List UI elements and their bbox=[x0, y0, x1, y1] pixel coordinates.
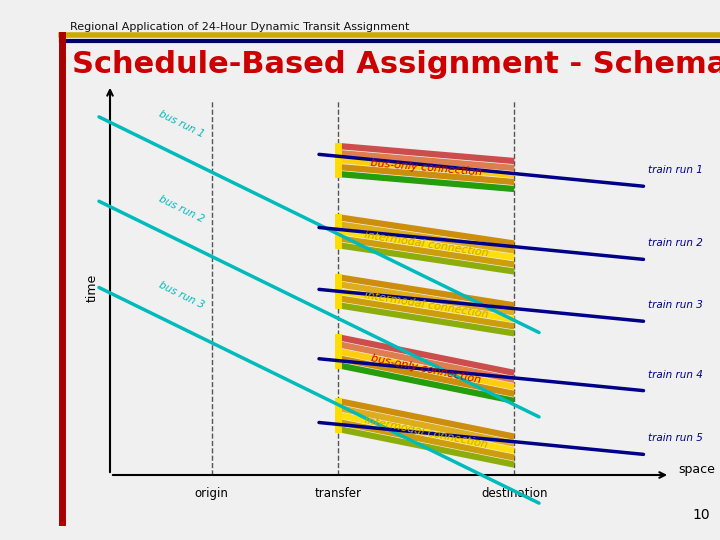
Text: space: space bbox=[678, 463, 715, 476]
Text: bus-only connection: bus-only connection bbox=[370, 158, 482, 177]
Text: train run 2: train run 2 bbox=[649, 239, 703, 248]
Text: intermodal connection: intermodal connection bbox=[364, 415, 489, 450]
Text: bus run 3: bus run 3 bbox=[157, 280, 205, 310]
Text: bus run 2: bus run 2 bbox=[157, 193, 205, 224]
Text: destination: destination bbox=[481, 487, 547, 500]
Text: bus run 1: bus run 1 bbox=[157, 109, 205, 140]
Text: transfer: transfer bbox=[315, 487, 361, 500]
Text: 10: 10 bbox=[693, 508, 710, 522]
Text: time: time bbox=[86, 273, 99, 302]
Text: intermodal connection: intermodal connection bbox=[364, 291, 489, 320]
Text: bus-only connection: bus-only connection bbox=[370, 353, 482, 385]
Text: train run 4: train run 4 bbox=[649, 370, 703, 380]
Text: Regional Application of 24-Hour Dynamic Transit Assignment: Regional Application of 24-Hour Dynamic … bbox=[70, 22, 410, 32]
Text: train run 5: train run 5 bbox=[649, 434, 703, 443]
Text: intermodal connection: intermodal connection bbox=[364, 230, 489, 259]
Text: train run 1: train run 1 bbox=[649, 165, 703, 176]
Text: train run 3: train run 3 bbox=[649, 300, 703, 310]
Text: Schedule-Based Assignment - Schematic: Schedule-Based Assignment - Schematic bbox=[72, 50, 720, 79]
Text: origin: origin bbox=[195, 487, 229, 500]
